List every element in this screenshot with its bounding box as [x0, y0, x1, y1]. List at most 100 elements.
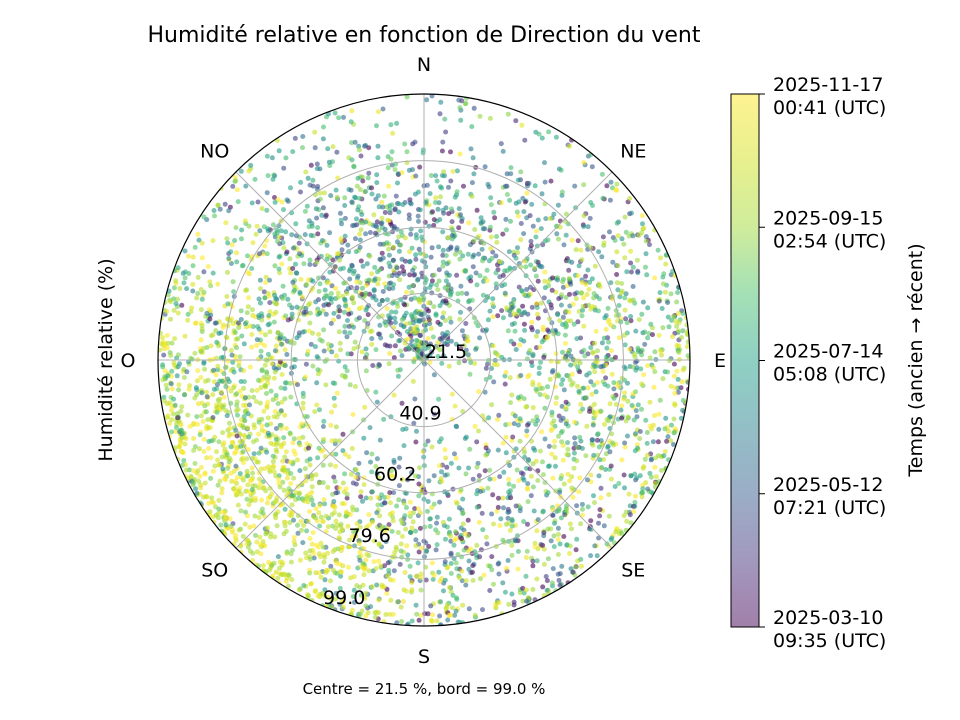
scatter-point	[437, 303, 443, 309]
scatter-point	[569, 237, 575, 243]
scatter-point	[418, 587, 424, 593]
scatter-point	[256, 296, 262, 302]
scatter-point	[217, 396, 223, 402]
scatter-point	[455, 552, 461, 557]
scatter-point	[545, 526, 551, 532]
scatter-point	[462, 351, 468, 356]
scatter-point	[222, 446, 228, 452]
scatter-point	[637, 436, 643, 442]
scatter-point	[632, 503, 638, 509]
scatter-point	[557, 571, 563, 577]
scatter-point	[376, 558, 382, 564]
scatter-point	[334, 149, 340, 155]
scatter-point	[559, 403, 565, 409]
scatter-point	[536, 365, 542, 371]
scatter-point	[267, 485, 273, 491]
scatter-point	[194, 414, 200, 420]
scatter-point	[243, 183, 249, 189]
scatter-point	[284, 352, 290, 357]
scatter-point	[540, 242, 546, 248]
scatter-point	[265, 351, 271, 357]
scatter-point	[389, 149, 395, 155]
scatter-point	[374, 456, 380, 462]
scatter-point	[368, 459, 373, 465]
scatter-point	[259, 206, 265, 212]
scatter-point	[628, 520, 634, 526]
scatter-point	[393, 193, 399, 199]
scatter-point	[332, 110, 338, 116]
scatter-point	[470, 155, 476, 161]
scatter-point	[308, 162, 314, 168]
scatter-point	[652, 369, 658, 375]
scatter-point	[443, 253, 449, 259]
scatter-point	[522, 449, 527, 455]
scatter-point	[295, 522, 300, 528]
scatter-point	[208, 438, 214, 444]
scatter-point	[409, 470, 414, 476]
scatter-point	[303, 309, 309, 315]
scatter-point	[637, 429, 643, 434]
scatter-point	[254, 337, 260, 343]
scatter-point	[619, 288, 625, 294]
scatter-point	[506, 601, 512, 607]
scatter-point	[292, 135, 298, 141]
scatter-point	[313, 570, 319, 576]
scatter-point	[369, 185, 375, 191]
scatter-point	[203, 389, 209, 395]
scatter-point	[638, 366, 644, 372]
scatter-point	[386, 281, 392, 286]
scatter-point	[517, 508, 523, 514]
scatter-point	[452, 612, 458, 618]
scatter-point	[479, 246, 485, 252]
scatter-point	[572, 183, 578, 189]
scatter-point	[508, 165, 514, 171]
scatter-point	[504, 192, 510, 197]
scatter-point	[341, 114, 346, 120]
scatter-point	[257, 228, 263, 234]
scatter-point	[427, 516, 433, 522]
scatter-point	[221, 354, 226, 360]
scatter-point	[417, 297, 423, 303]
scatter-point	[245, 253, 250, 259]
scatter-point	[305, 277, 311, 283]
scatter-point	[414, 235, 419, 241]
scatter-point	[407, 563, 413, 569]
scatter-point	[569, 474, 575, 480]
scatter-point	[380, 289, 386, 294]
scatter-point	[522, 327, 528, 333]
scatter-point	[565, 373, 571, 379]
scatter-point	[471, 171, 477, 177]
scatter-point	[517, 342, 523, 348]
scatter-point	[403, 258, 408, 264]
scatter-point	[252, 513, 258, 519]
scatter-point	[392, 320, 398, 325]
scatter-point	[441, 588, 446, 594]
scatter-point	[389, 528, 395, 534]
scatter-point	[550, 566, 556, 572]
scatter-point	[554, 231, 560, 237]
scatter-point	[604, 345, 610, 351]
scatter-point	[363, 346, 369, 352]
scatter-point	[504, 305, 510, 311]
scatter-point	[493, 270, 499, 276]
scatter-point	[552, 520, 557, 526]
scatter-point	[506, 481, 512, 487]
scatter-point	[418, 228, 424, 234]
scatter-point	[461, 343, 467, 349]
scatter-point	[438, 194, 443, 200]
scatter-point	[600, 195, 606, 201]
scatter-point	[438, 622, 444, 626]
scatter-point	[316, 288, 322, 294]
scatter-point	[375, 155, 381, 161]
scatter-point	[210, 415, 216, 420]
scatter-point	[457, 151, 463, 157]
scatter-point	[440, 263, 446, 269]
scatter-point	[238, 168, 244, 174]
scatter-point	[436, 569, 442, 575]
scatter-point	[244, 287, 250, 293]
scatter-point	[527, 347, 533, 353]
scatter-point	[288, 270, 294, 276]
scatter-point	[381, 193, 387, 199]
scatter-point	[426, 478, 432, 484]
scatter-point	[488, 202, 494, 208]
